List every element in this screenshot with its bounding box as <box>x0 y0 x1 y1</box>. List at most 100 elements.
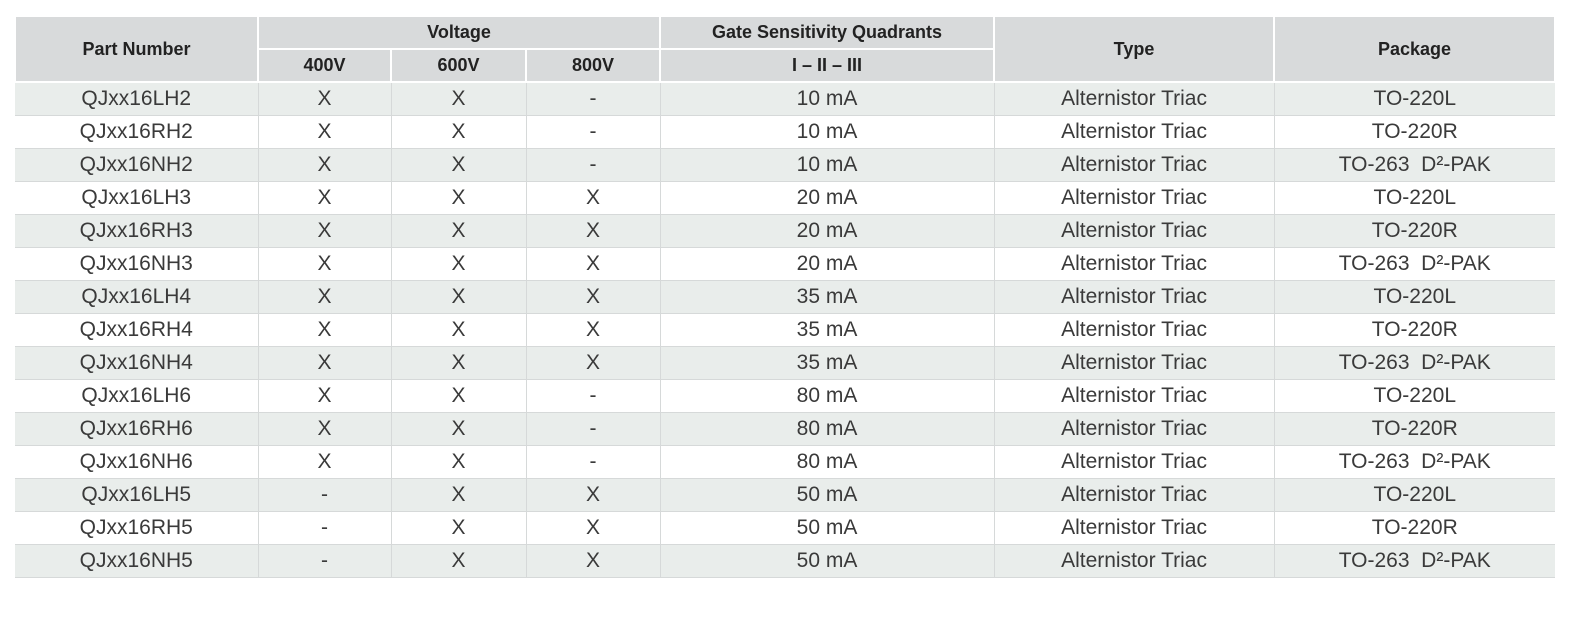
table-cell: Alternistor Triac <box>993 412 1275 446</box>
table-row: QJxx16LH4 X X X 35 mA Alternistor Triac TO-220… <box>15 280 1556 314</box>
table-row: QJxx16NH6 X X -80 mA Alternistor Triac TO-263… <box>15 445 1556 479</box>
table-cell: X <box>257 346 391 380</box>
table-cell: X <box>257 181 391 215</box>
table-cell: QJxx16NH2 <box>15 148 258 182</box>
table-row: QJxx16LH2 X X -10 mA Alternistor Triac TO-220… <box>15 82 1556 116</box>
table-cell: TO-220R <box>1273 115 1556 149</box>
table-cell: Alternistor Triac <box>993 346 1275 380</box>
table-cell: QJxx16RH6 <box>15 412 258 446</box>
table-cell: Alternistor Triac <box>993 214 1275 248</box>
table-row: QJxx16NH5- X X 50 mA Alternistor Triac TO-263… <box>15 544 1556 578</box>
table-cell: - <box>257 544 391 578</box>
table-cell: X <box>257 247 391 281</box>
table-cell: Alternistor Triac <box>993 379 1275 413</box>
table-cell: Alternistor Triac <box>993 478 1275 512</box>
table-row: QJxx16RH5- X X 50 mA Alternistor Triac TO-220… <box>15 511 1556 545</box>
header-cell: I – II – III <box>659 49 996 83</box>
table-cell: X <box>525 544 661 578</box>
table-cell: QJxx16LH4 <box>15 280 258 314</box>
table-cell: X <box>257 115 391 149</box>
table-cell: 50 mA <box>659 544 995 578</box>
table-cell: 80 mA <box>659 379 995 413</box>
table-cell: 35 mA <box>659 346 995 380</box>
table-cell: Alternistor Triac <box>993 313 1275 347</box>
table-cell: X <box>257 280 391 314</box>
header-cell: Gate Sensitivity Quadrants <box>659 17 996 50</box>
table-cell: QJxx16LH6 <box>15 379 258 413</box>
table-row: QJxx16LH6 X X -80 mA Alternistor Triac TO-220… <box>15 379 1556 413</box>
table-cell: X <box>390 148 526 182</box>
table-cell: X <box>257 148 391 182</box>
table-cell: X <box>257 379 391 413</box>
table-cell: TO-220L <box>1273 478 1556 512</box>
table-cell: TO-263 D²-PAK <box>1273 346 1556 380</box>
table-cell: X <box>257 214 391 248</box>
table-cell: X <box>390 82 526 116</box>
table-cell: QJxx16NH4 <box>15 346 258 380</box>
table-cell: X <box>390 313 526 347</box>
table-cell: 35 mA <box>659 280 995 314</box>
table-cell: TO-220R <box>1273 412 1556 446</box>
table-cell: X <box>390 280 526 314</box>
table-cell: TO-263 D²-PAK <box>1273 445 1556 479</box>
table-cell: - <box>525 412 661 446</box>
table-cell: X <box>525 214 661 248</box>
table-header: Part Number Voltage Gate Sensitivity Qua… <box>14 17 1557 83</box>
table-cell: TO-220R <box>1273 214 1556 248</box>
table-cell: X <box>525 247 661 281</box>
table-cell: 20 mA <box>659 181 995 215</box>
table-row: QJxx16RH3 X X X 20 mA Alternistor Triac TO-220… <box>15 214 1556 248</box>
header-cell: Part Number <box>14 17 259 83</box>
table-cell: TO-263 D²-PAK <box>1273 544 1556 578</box>
table-cell: Alternistor Triac <box>993 445 1275 479</box>
table-cell: 35 mA <box>659 313 995 347</box>
table-cell: TO-220L <box>1273 82 1556 116</box>
header-cell: 600V <box>390 49 527 83</box>
table-cell: TO-263 D²-PAK <box>1273 148 1556 182</box>
table-cell: QJxx16LH2 <box>15 82 258 116</box>
table-cell: - <box>525 148 661 182</box>
table-body: QJxx16LH2 X X -10 mA Alternistor Triac TO-220… <box>15 82 1556 578</box>
table-cell: 10 mA <box>659 148 995 182</box>
header-cell: Type <box>993 17 1276 83</box>
table-cell: X <box>257 412 391 446</box>
table-cell: QJxx16LH5 <box>15 478 258 512</box>
table-cell: X <box>390 115 526 149</box>
table-cell: QJxx16NH3 <box>15 247 258 281</box>
header-cell: Package <box>1273 17 1557 83</box>
header-cell: 400V <box>257 49 392 83</box>
header-cell: Voltage <box>256 17 662 50</box>
table-cell: X <box>257 313 391 347</box>
table-cell: X <box>525 313 661 347</box>
table-cell: Alternistor Triac <box>993 115 1275 149</box>
table-cell: QJxx16RH4 <box>15 313 258 347</box>
table-cell: Alternistor Triac <box>993 280 1275 314</box>
table-cell: X <box>390 214 526 248</box>
table-cell: X <box>390 181 526 215</box>
table-cell: 20 mA <box>659 214 995 248</box>
table-cell: X <box>257 445 391 479</box>
table-cell: Alternistor Triac <box>993 247 1275 281</box>
table-row: QJxx16NH3 X X X 20 mA Alternistor Triac TO-263… <box>15 247 1556 281</box>
table-cell: QJxx16LH3 <box>15 181 258 215</box>
table-cell: 80 mA <box>659 412 995 446</box>
table-cell: X <box>390 379 526 413</box>
table-cell: - <box>525 445 661 479</box>
table-cell: TO-220L <box>1273 379 1556 413</box>
table-cell: Alternistor Triac <box>993 511 1275 545</box>
table-cell: 50 mA <box>659 478 995 512</box>
table-cell: TO-220L <box>1273 181 1556 215</box>
table-row: QJxx16RH6 X X -80 mA Alternistor Triac TO-220… <box>15 412 1556 446</box>
table-cell: 10 mA <box>659 82 995 116</box>
table-cell: Alternistor Triac <box>993 181 1275 215</box>
table-row: QJxx16NH4 X X X 35 mA Alternistor Triac TO-263… <box>15 346 1556 380</box>
table-cell: X <box>525 511 661 545</box>
table-cell: TO-263 D²-PAK <box>1273 247 1556 281</box>
header-cell: 800V <box>524 49 662 83</box>
table-cell: 50 mA <box>659 511 995 545</box>
table-cell: 20 mA <box>659 247 995 281</box>
table-cell: - <box>257 478 391 512</box>
table-cell: X <box>390 412 526 446</box>
table-cell: 10 mA <box>659 115 995 149</box>
